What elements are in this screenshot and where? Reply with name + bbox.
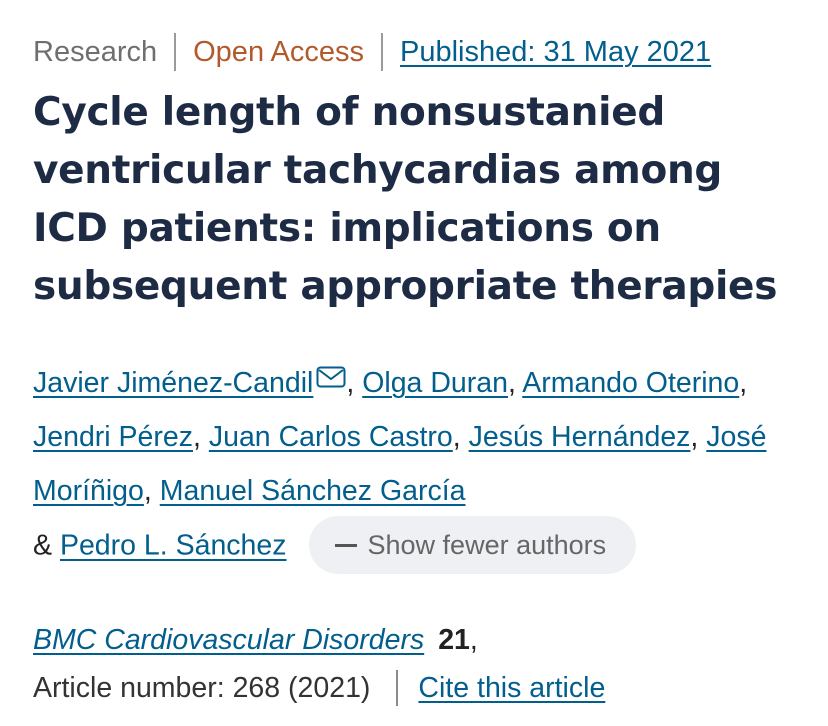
article-title: Cycle length of nonsustanied ventricular… [33,90,778,309]
article-meta-row: Research Open Access Published: 31 May 2… [33,30,813,74]
journal-name-link[interactable]: BMC Cardiovascular Disorders [33,624,425,656]
meta-divider [381,33,383,71]
article-number: Article number: 268 (2021) [33,672,371,704]
author-separator: , [507,367,516,399]
open-access-label: Open Access [193,36,364,68]
author-separator: , [193,421,201,453]
citation-divider [396,670,399,706]
author-link[interactable]: José Moríñigo [33,421,767,507]
author-separator: , [739,367,748,399]
author-separator: , [452,421,461,453]
article-type: Research [33,36,158,68]
author-link[interactable]: Jendri Pérez [33,421,193,453]
show-fewer-authors-button[interactable]: Show fewer authors [308,516,637,574]
author-ampersand: & [33,529,53,562]
article-header: Research Open Access Published: 31 May 2… [33,30,813,712]
journal-volume: 21 [438,624,470,656]
journal-row: BMC Cardiovascular Disorders 21, [33,616,813,664]
volume-suffix: , [469,624,478,656]
author-link[interactable]: Javier Jiménez-Candil [33,367,314,399]
minus-icon [334,543,357,547]
author-link[interactable]: Pedro L. Sánchez [59,529,287,562]
author-link[interactable]: Manuel Sánchez García [159,475,466,507]
author-separator: , [143,475,152,507]
author-link[interactable]: Olga Duran [362,367,508,399]
article-number-row: Article number: 268 (2021) Cite this art… [33,664,813,712]
meta-divider [174,33,177,71]
author-link[interactable]: Jesús Hernández [468,421,691,453]
author-link[interactable]: Juan Carlos Castro [208,421,453,453]
show-fewer-label: Show fewer authors [367,530,607,560]
published-date-link[interactable]: Published: 31 May 2021 [400,36,712,68]
author-list: Javier Jiménez-Candil, Olga Duran, Arman… [33,356,803,576]
cite-article-link[interactable]: Cite this article [418,672,606,704]
author-separator: , [690,421,699,453]
email-envelope-icon[interactable] [316,366,346,388]
citation-block: BMC Cardiovascular Disorders 21, Article … [33,616,813,712]
author-separator: , [346,367,355,399]
author-link[interactable]: Armando Oterino [522,367,740,399]
